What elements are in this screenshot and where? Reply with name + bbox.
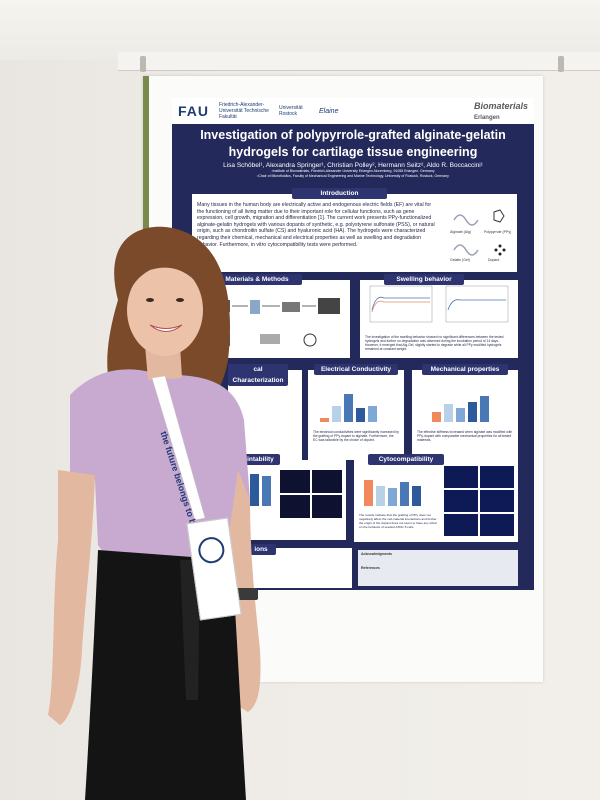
cytocompat-title: Cytocompatibility [368,454,444,465]
cell-image [480,466,514,488]
badge-logo [196,535,227,565]
conductivity-bar [344,394,353,422]
conductivity-panel: The electrical conductivities were signi… [308,370,404,460]
mechanical-bar [468,402,477,422]
conductivity-bar [320,418,329,422]
conductivity-bar [332,406,341,422]
poster-rail [118,52,600,72]
cell-image [444,490,478,512]
rail-hook-right [558,56,564,72]
cyto-bar [412,486,421,506]
polypyrrole-label: Polypyrrole (PPy) [484,230,512,234]
cell-image [444,514,478,536]
board-stripe [143,76,149,682]
cyto-bars [364,476,421,506]
materials-title: Materials & Methods [212,274,302,285]
conclusions-title: ions [246,544,276,555]
printability-bar [250,474,259,506]
elaine-logo: Elaine [319,107,339,115]
swelling-panel: The investigation of the swelling behavi… [360,280,518,358]
rostock-logo: Universität Rostock [279,105,303,117]
conductivity-title: Electrical Conductivity [314,364,398,375]
cell-image [480,490,514,512]
poster-logo-bar: FAU Friedrich-Alexander-Universität Tech… [172,98,534,124]
print-photo [312,470,342,493]
cyto-bar [388,488,397,506]
mechanical-panel: The effective stiffness increased when a… [412,370,518,460]
cell-image [480,514,514,536]
biomaterials-text: Biomaterials [473,101,528,111]
mechanical-bar [432,412,441,422]
cyto-text: The results indicate that the grafting o… [359,513,438,529]
methods-schematic [212,298,340,347]
cyto-bar [364,480,373,506]
molecule-icon [453,209,505,226]
wall-top [0,0,600,60]
gelatin-label: Gelatin (Gel) [450,258,470,262]
poster-affiliation-2: ²Chair of Microfluidics, Faculty of Mech… [257,173,449,178]
poster-title-line1: Investigation of polypyrrole-grafted alg… [200,128,506,142]
dopant-icon [453,244,506,256]
left-arm [48,470,95,725]
mechanical-bar [456,408,465,422]
references-heading: References [361,566,380,570]
mechanical-text: The effective stiffness increased when a… [417,430,513,443]
conductivity-text: The electrical conductivities were signi… [313,430,399,443]
poster-title-line2: hydrogels for cartilage tissue engineeri… [228,145,478,159]
conductivity-bars [320,384,377,422]
mechanical-bars [432,384,489,422]
print-photo [280,470,310,493]
biomaterials-logo: Biomaterials Erlangen [474,101,528,121]
conductivity-bar [356,408,365,422]
poster-authors: Lisa Schöbel¹, Alexandra Springer¹, Chri… [223,162,483,169]
print-photo [312,495,342,518]
materials-panel [200,280,350,358]
printability-bar [238,476,247,506]
erlangen-text: Erlangen [473,115,500,121]
conductivity-bar [368,406,377,422]
intro-title: Introduction [292,188,387,199]
poster-title-block: Investigation of polypyrrole-grafted alg… [172,125,534,180]
swelling-charts [369,285,509,323]
intro-panel: Many tissues in the human body are elect… [192,194,517,272]
print-photo [280,495,310,518]
fau-logo: FAU [178,103,209,119]
mechanical-bar [480,396,489,422]
printability-bars [238,472,271,506]
fau-subtitle: Friedrich-Alexander-Universität Technisc… [219,102,269,120]
characterization-title: cal Characterization [228,364,288,386]
cell-fluorescence-images [444,466,514,536]
swelling-title: Swelling behavior [384,274,464,285]
poster: FAU Friedrich-Alexander-Universität Tech… [172,98,534,590]
swelling-text: The investigation of the swelling behavi… [365,335,504,352]
intro-text: Many tissues in the human body are elect… [197,202,435,248]
dopant-label: Dopant [488,258,500,262]
alginate-label: Alginate (Alg) [450,230,472,234]
acknowledgments-panel: Acknowledgments References [358,550,518,586]
printability-title: Printability [234,454,280,465]
mechanical-bar [444,404,453,422]
mechanical-title: Mechanical properties [422,364,508,375]
cytocompat-panel: The results indicate that the grafting o… [354,460,518,542]
printability-panel [234,460,346,540]
intro-diagram: Alginate (Alg) Polypyrrole (PPy) Gelatin… [450,208,514,268]
cell-image [444,466,478,488]
rail-hook-left [140,56,146,72]
acknowledgments-heading: Acknowledgments [361,552,392,556]
poster-affiliation-1: ¹Institute of Biomaterials, Friedrich-Al… [271,169,435,173]
print-grid-photos [280,470,342,518]
cyto-bar [400,482,409,506]
cyto-bar [376,486,385,506]
printability-bar [262,476,271,506]
